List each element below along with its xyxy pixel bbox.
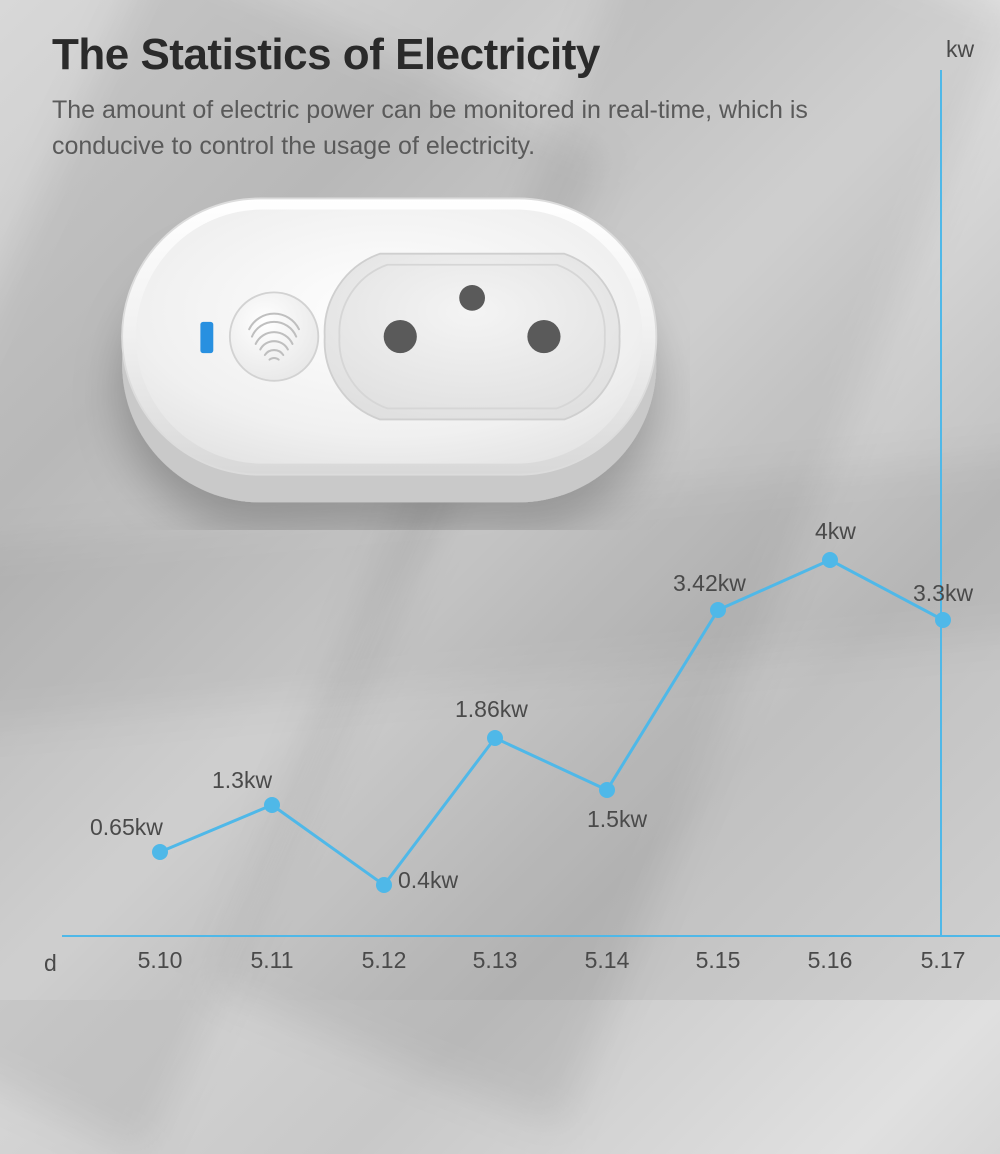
data-point-label: 0.4kw: [398, 867, 458, 894]
data-point-label: 1.86kw: [455, 696, 528, 723]
data-point-marker: [710, 602, 726, 618]
data-point-marker: [822, 552, 838, 568]
data-point-label: 3.42kw: [673, 570, 746, 597]
data-point-marker: [264, 797, 280, 813]
data-point-label: 1.3kw: [212, 767, 272, 794]
x-tick-label: 5.14: [585, 947, 630, 974]
data-point-label: 0.65kw: [90, 814, 163, 841]
line-chart: [0, 0, 1000, 1000]
x-tick-label: 5.11: [250, 947, 293, 974]
x-tick-label: 5.13: [473, 947, 518, 974]
x-tick-label: 5.17: [921, 947, 966, 974]
data-point-marker: [376, 877, 392, 893]
x-tick-label: 5.15: [696, 947, 741, 974]
x-tick-label: 5.12: [362, 947, 407, 974]
data-point-label: 3.3kw: [913, 580, 973, 607]
data-point-label: 1.5kw: [587, 806, 647, 833]
x-tick-label: 5.10: [138, 947, 183, 974]
data-point-label: 4kw: [815, 518, 856, 545]
x-tick-label: 5.16: [808, 947, 853, 974]
data-point-marker: [935, 612, 951, 628]
data-point-marker: [487, 730, 503, 746]
data-point-marker: [152, 844, 168, 860]
data-point-marker: [599, 782, 615, 798]
